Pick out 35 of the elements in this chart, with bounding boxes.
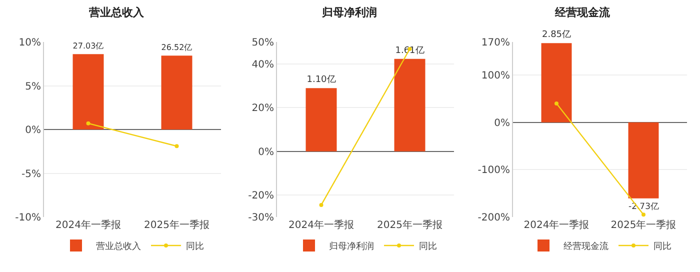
y-tick-label: -100% [478, 165, 510, 176]
y-tick-label: 20% [252, 103, 274, 114]
data-label: 26.52亿 [161, 42, 192, 52]
chart-title: 经营现金流 [554, 6, 611, 19]
y-tick-label: -200% [478, 212, 510, 224]
data-label: 2.85亿 [542, 29, 572, 40]
x-tick-label: 2025年一季报 [610, 219, 676, 231]
x-tick-label: 2025年一季报 [144, 219, 210, 231]
y-tick-label: 10% [18, 38, 41, 48]
x-tick-label: 2024年一季报 [288, 219, 354, 231]
y-tick-label: 40% [252, 59, 274, 70]
y-tick-label: 170% [481, 38, 510, 48]
y-tick-label: 0% [25, 125, 41, 136]
y-tick-label: 50% [252, 38, 274, 48]
y-tick-label: 0% [494, 118, 510, 129]
x-tick-label: 2025年一季报 [377, 219, 442, 231]
legend-label: 同比 [186, 241, 204, 252]
data-label: 27.03亿 [72, 42, 104, 51]
legend-label: 经营现金流 [564, 241, 608, 252]
chart-title: 归母净利润 [321, 6, 377, 19]
data-label: 1.10亿 [306, 74, 336, 86]
y-tick-label: -5% [22, 168, 41, 180]
y-tick-label: 0% [258, 146, 274, 158]
y-tick-label: -30% [248, 212, 274, 224]
legend-label: 营业总收入 [96, 241, 141, 252]
x-tick-label: 2024年一季报 [56, 219, 121, 231]
legend-label: 同比 [419, 241, 437, 252]
y-tick-label: -10% [15, 212, 41, 224]
legend-label: 归母净利润 [329, 241, 374, 252]
chart-title: 营业总收入 [88, 6, 145, 19]
y-tick-label: 5% [25, 81, 41, 92]
x-tick-label: 2024年一季报 [524, 219, 590, 231]
y-tick-label: 100% [481, 70, 510, 82]
y-tick-label: -20% [248, 190, 274, 202]
legend-label: 同比 [654, 241, 672, 252]
